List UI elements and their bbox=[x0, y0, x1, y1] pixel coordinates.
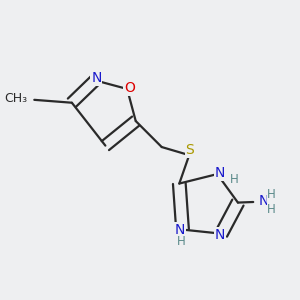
Text: N: N bbox=[91, 71, 102, 85]
Text: N: N bbox=[215, 228, 225, 242]
Text: CH₃: CH₃ bbox=[4, 92, 27, 105]
Text: S: S bbox=[185, 143, 194, 157]
Text: N: N bbox=[175, 223, 185, 237]
Text: N: N bbox=[258, 194, 269, 208]
Text: N: N bbox=[215, 166, 225, 180]
Text: O: O bbox=[124, 81, 135, 95]
Text: H: H bbox=[267, 188, 276, 201]
Text: H: H bbox=[177, 235, 185, 248]
Text: H: H bbox=[230, 173, 238, 186]
Text: H: H bbox=[267, 203, 276, 216]
